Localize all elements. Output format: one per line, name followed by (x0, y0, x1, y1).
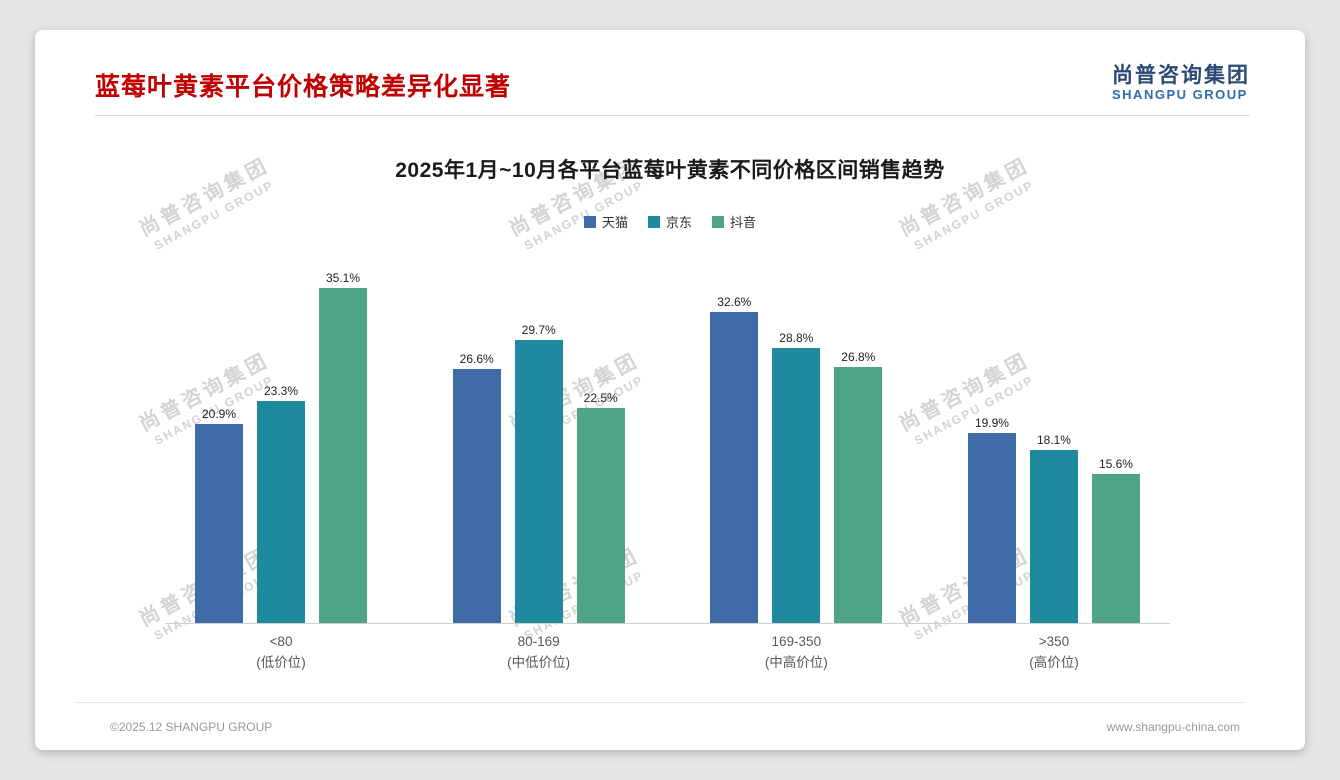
category-label: <80 (低价位) (256, 634, 306, 670)
bar-value-label: 23.3% (263, 384, 299, 399)
bar-value-label: 19.9% (974, 416, 1009, 431)
bar-with-label: 20.9% (195, 407, 243, 624)
bar-with-label: 19.9% (967, 416, 1016, 624)
bar-value-label: 22.5% (583, 391, 618, 406)
bar-with-label: 29.7% (514, 323, 563, 624)
header: 蓝莓叶黄素平台价格策略差异化显著 尚普咨询集团 SHANGPU GROUP (35, 30, 1305, 103)
bar-group: 20.9% 23.3% 35.1% (195, 271, 367, 624)
bar-with-label: 15.6% (1091, 457, 1140, 624)
category-label: 169-350 (中高价位) (764, 634, 828, 670)
bar-value-label: 28.8% (779, 331, 814, 346)
chart-legend: 天猫 京东 抖音 (35, 212, 1305, 231)
category-label: >350 (高价位) (1029, 634, 1079, 670)
bar (710, 312, 759, 624)
bar (576, 408, 625, 624)
bar-value-label: 26.6% (459, 352, 494, 367)
bar-value-label: 18.1% (1036, 433, 1071, 448)
page-title: 蓝莓叶黄素平台价格策略差异化显著 (95, 73, 512, 102)
bar (195, 424, 243, 624)
chart-area: 20.9% 23.3% 35.1% 26.6% 29.7% 22.5% 32.6% 28.8%… (165, 243, 1170, 674)
footer-website: www.shangpu-china.com (1106, 720, 1240, 734)
logo-english-name: SHANGPU GROUP (1112, 87, 1248, 103)
legend-swatch (583, 215, 596, 228)
bar-value-label: 26.8% (841, 350, 876, 365)
legend-item: 天猫 (583, 212, 628, 231)
bar (772, 348, 821, 624)
category-label: 80-169 (中低价位) (507, 634, 571, 670)
bar (319, 288, 367, 624)
legend-item: 抖音 (712, 212, 756, 231)
bar-with-label: 28.8% (772, 331, 821, 624)
bar-with-label: 26.8% (834, 350, 883, 624)
company-logo: 尚普咨询集团 SHANGPU GROUP (1112, 64, 1250, 103)
bar-value-label: 35.1% (325, 271, 361, 286)
bar-group: 26.6% 29.7% 22.5% (452, 323, 625, 624)
legend-label: 天猫 (601, 215, 628, 231)
bar-with-label: 26.6% (452, 352, 501, 624)
bar-groups: 20.9% 23.3% 35.1% 26.6% 29.7% 22.5% 32.6% 28.8%… (165, 243, 1170, 625)
logo-chinese-name: 尚普咨询集团 (1112, 64, 1250, 87)
slide-card: 尚普咨询集团 SHANGPU GROUP 尚普咨询集团 SHANGPU GROUP 尚普… (35, 30, 1305, 750)
footer-divider (75, 702, 1245, 703)
bar (452, 369, 501, 624)
bar-value-label: 32.6% (717, 295, 752, 310)
bar-with-label: 35.1% (319, 271, 367, 624)
bar-with-label: 18.1% (1029, 433, 1078, 624)
bar-with-label: 32.6% (710, 295, 759, 624)
legend-item: 京东 (647, 212, 692, 231)
bar (1091, 474, 1140, 624)
bar-group: 19.9% 18.1% 15.6% (967, 416, 1140, 624)
bar-value-label: 15.6% (1098, 457, 1133, 472)
bar (1029, 450, 1078, 624)
chart-title: 2025年1月~10月各平台蓝莓叶黄素不同价格区间销售趋势 (395, 159, 945, 183)
bar-value-label: 20.9% (201, 407, 237, 422)
bar (514, 340, 563, 624)
footer-copyright: ©2025.12 SHANGPU GROUP (110, 720, 273, 734)
bar-value-label: 29.7% (521, 323, 556, 338)
bar-with-label: 23.3% (257, 384, 305, 624)
category-axis: <80 (低价位) 80-169 (中低价位) 169-350 (中高价位) >350 (高价… (165, 632, 1170, 674)
footer: ©2025.12 SHANGPU GROUP www.shangpu-china… (110, 720, 1240, 734)
bar (257, 401, 305, 624)
legend-swatch (712, 215, 724, 228)
legend-label: 抖音 (730, 215, 757, 231)
legend-label: 京东 (665, 215, 692, 231)
bar-group: 32.6% 28.8% 26.8% (710, 295, 883, 624)
bar (967, 433, 1016, 624)
header-divider (95, 115, 1250, 117)
legend-swatch (647, 215, 660, 228)
bar-with-label: 22.5% (576, 391, 625, 624)
bar (834, 367, 883, 624)
